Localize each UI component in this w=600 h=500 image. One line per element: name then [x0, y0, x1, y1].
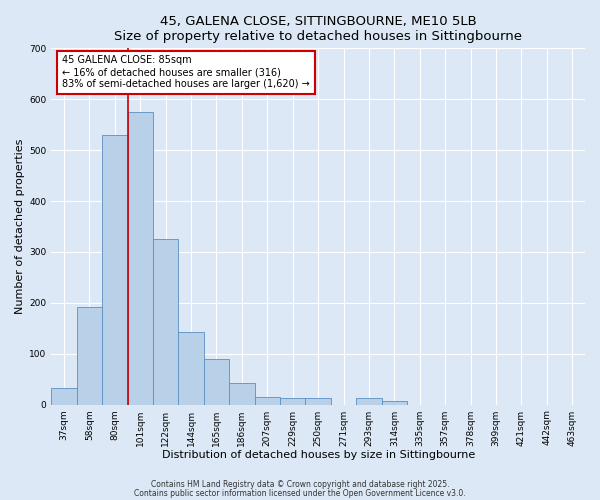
Bar	[204, 359, 229, 405]
X-axis label: Distribution of detached houses by size in Sittingbourne: Distribution of detached houses by size …	[161, 450, 475, 460]
Bar	[77, 307, 102, 404]
Y-axis label: Number of detached properties: Number of detached properties	[15, 139, 25, 314]
Bar	[280, 398, 305, 404]
Bar	[305, 398, 331, 404]
Text: Contains HM Land Registry data © Crown copyright and database right 2025.: Contains HM Land Registry data © Crown c…	[151, 480, 449, 489]
Bar	[178, 332, 204, 404]
Bar	[382, 400, 407, 404]
Bar	[356, 398, 382, 404]
Text: 45 GALENA CLOSE: 85sqm
← 16% of detached houses are smaller (316)
83% of semi-de: 45 GALENA CLOSE: 85sqm ← 16% of detached…	[62, 56, 310, 88]
Bar	[254, 398, 280, 404]
Bar	[51, 388, 77, 404]
Bar	[153, 239, 178, 404]
Bar	[229, 383, 254, 404]
Text: Contains public sector information licensed under the Open Government Licence v3: Contains public sector information licen…	[134, 488, 466, 498]
Title: 45, GALENA CLOSE, SITTINGBOURNE, ME10 5LB
Size of property relative to detached : 45, GALENA CLOSE, SITTINGBOURNE, ME10 5L…	[114, 15, 522, 43]
Bar	[128, 112, 153, 405]
Bar	[102, 135, 128, 404]
